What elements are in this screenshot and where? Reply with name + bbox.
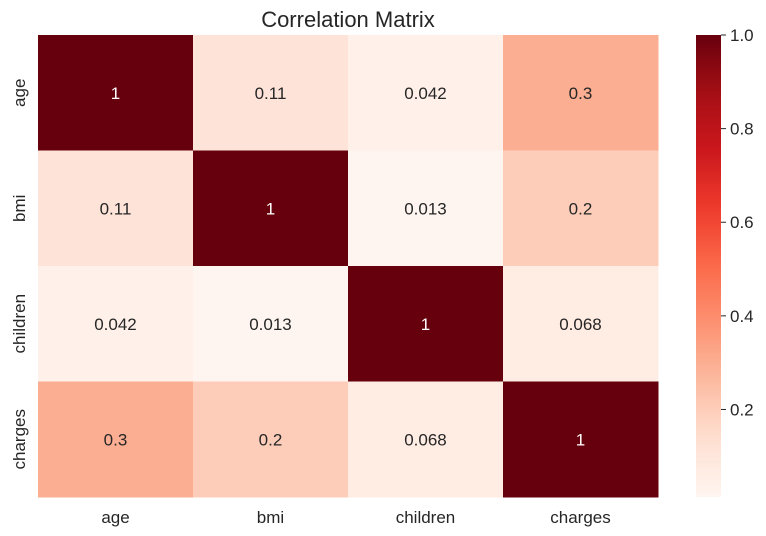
x-axis-tick-labels: age bmi children charges [101,508,610,527]
heatmap-cell [38,266,194,382]
x-tick-label: charges [550,508,610,527]
heatmap-cell [193,35,349,151]
heatmap-cells: 1 0.11 0.042 0.3 0.11 1 0.013 0.2 0.042 0.013 1 0.0… [38,35,659,498]
x-tick-label: age [101,508,129,527]
y-tick-label: charges [10,409,29,469]
cell-value-label: 0.013 [249,315,292,334]
colorbar-tick-label: 0.8 [730,120,754,139]
cell-value-label: 1 [576,430,585,449]
cell-value-label: 0.3 [569,84,593,103]
colorbar-tick-label: 1.0 [730,26,754,45]
heatmap-cell [348,266,504,382]
cell-value-label: 0.11 [100,199,132,218]
cell-value-label: 0.3 [104,430,128,449]
heatmap-cell [348,150,504,267]
y-axis-tick-labels: age bmi children charges [10,79,29,470]
y-tick-label: bmi [10,195,29,222]
cell-value-label: 1 [421,315,430,334]
cell-value-label: 0.11 [255,84,287,103]
chart-title: Correlation Matrix [261,7,435,32]
cell-value-label: 0.068 [404,430,447,449]
x-tick-label: bmi [257,508,284,527]
cell-value-label: 0.2 [569,199,593,218]
cell-value-label: 1 [111,84,120,103]
heatmap-cell [38,35,194,151]
heatmap-cell [503,35,659,151]
cell-value-label: 0.042 [404,84,447,103]
cell-value-label: 1 [266,199,275,218]
cell-value-label: 0.2 [259,430,283,449]
heatmap-cell [503,266,659,382]
colorbar-tick-label: 0.6 [730,213,754,232]
heatmap-cell [193,381,349,498]
heatmap-cell [38,381,194,498]
heatmap-cell [193,266,349,382]
heatmap-cell [503,150,659,267]
x-tick-label: children [396,508,456,527]
cell-value-label: 0.013 [404,199,447,218]
colorbar [696,35,721,497]
heatmap-cell [348,35,504,151]
colorbar-tick-label: 0.2 [730,400,754,419]
colorbar-tick-label: 0.4 [730,307,754,326]
heatmap-cell [38,150,194,267]
heatmap-cell [193,150,349,267]
heatmap-cell [503,381,659,498]
cell-value-label: 0.042 [94,315,137,334]
colorbar-ticks: 0.2 0.4 0.6 0.8 1.0 [721,26,754,419]
heatmap-cell [348,381,504,498]
cell-value-label: 0.068 [559,315,602,334]
y-tick-label: children [10,294,29,354]
y-tick-label: age [10,79,29,107]
